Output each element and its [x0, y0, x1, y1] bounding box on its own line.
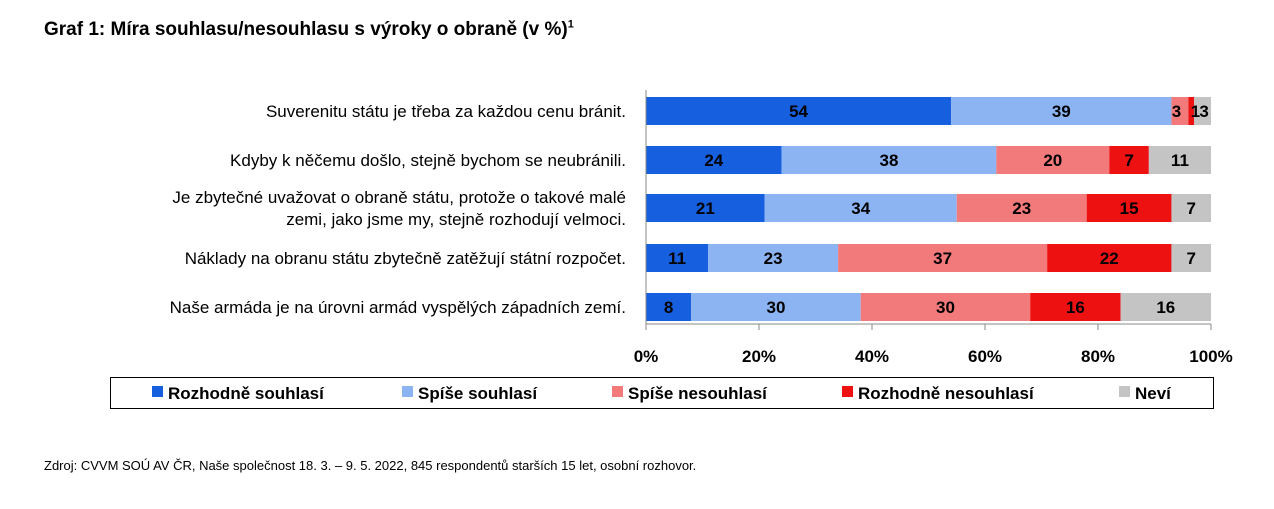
- data-label: 39: [1052, 102, 1071, 121]
- bar-segment: [691, 293, 861, 321]
- data-label: 7: [1186, 199, 1195, 218]
- category-label: Suverenitu státu je třeba za každou cenu…: [266, 102, 626, 121]
- bar-segment: [1171, 244, 1211, 272]
- bar-segment: [1171, 97, 1189, 125]
- x-tick-label: 20%: [742, 347, 776, 366]
- bar-segment: [1030, 293, 1121, 321]
- legend-swatch: [402, 386, 413, 397]
- legend-label: Neví: [1135, 384, 1172, 403]
- bar-segment: [1188, 97, 1195, 125]
- legend-swatch: [842, 386, 853, 397]
- data-label: 15: [1120, 199, 1139, 218]
- bar-segment: [1194, 97, 1211, 125]
- data-label: 54: [789, 102, 808, 121]
- bar-segment: [1120, 293, 1211, 321]
- data-label: 30: [766, 298, 785, 317]
- data-label: 3: [1199, 102, 1208, 121]
- legend-swatch: [612, 386, 623, 397]
- bar-segment: [1171, 194, 1211, 222]
- data-label: 11: [668, 249, 686, 268]
- bar-segment: [951, 97, 1172, 125]
- category-label: Naše armáda je na úrovni armád vyspělých…: [170, 298, 626, 317]
- data-label: 30: [936, 298, 955, 317]
- bar-segment: [1109, 146, 1149, 174]
- bar-segment: [646, 244, 709, 272]
- data-label: 7: [1124, 151, 1133, 170]
- data-label: 37: [933, 249, 952, 268]
- source-note: Zdroj: CVVM SOÚ AV ČR, Naše společnost 1…: [44, 458, 697, 473]
- bar-segment: [1047, 244, 1172, 272]
- data-label: 16: [1066, 298, 1085, 317]
- legend-label: Spíše nesouhlasí: [628, 384, 768, 403]
- data-label: 21: [696, 199, 715, 218]
- x-tick-label: 60%: [968, 347, 1002, 366]
- x-tick-label: 80%: [1081, 347, 1115, 366]
- bar-segment: [646, 293, 692, 321]
- bar-segment: [838, 244, 1048, 272]
- category-label: zemi, jako jsme my, stejně rozhodují vel…: [286, 210, 626, 229]
- x-tick-label: 100%: [1189, 347, 1232, 366]
- legend-swatch: [152, 386, 163, 397]
- data-label: 22: [1100, 249, 1119, 268]
- legend-label: Rozhodně souhlasí: [168, 384, 325, 403]
- data-label: 23: [1012, 199, 1031, 218]
- data-label: 11: [1171, 151, 1189, 170]
- data-label: 24: [704, 151, 723, 170]
- bar-segment: [646, 146, 782, 174]
- x-tick-label: 0%: [634, 347, 659, 366]
- bar-segment: [1148, 146, 1211, 174]
- x-tick-label: 40%: [855, 347, 889, 366]
- category-label: Náklady na obranu státu zbytečně zatěžuj…: [185, 249, 626, 268]
- data-label: 7: [1186, 249, 1195, 268]
- legend-box: [110, 377, 1214, 409]
- bar-segment: [781, 146, 997, 174]
- category-label: Je zbytečné uvažovat o obraně státu, pro…: [172, 188, 626, 207]
- bar-segment: [764, 194, 957, 222]
- bar-segment: [646, 97, 952, 125]
- data-label: 23: [764, 249, 783, 268]
- bar-segment: [996, 146, 1110, 174]
- data-label: 8: [664, 298, 673, 317]
- bar-segment: [646, 194, 765, 222]
- bar-segment: [708, 244, 839, 272]
- data-label: 38: [879, 151, 898, 170]
- legend-label: Rozhodně nesouhlasí: [858, 384, 1035, 403]
- legend-label: Spíše souhlasí: [418, 384, 538, 403]
- chart-title: Graf 1: Míra souhlasu/nesouhlasu s výrok…: [44, 18, 574, 40]
- data-label: 34: [851, 199, 870, 218]
- data-label: 16: [1156, 298, 1175, 317]
- bar-segment: [1086, 194, 1172, 222]
- category-label: Kdyby k něčemu došlo, stejně bychom se n…: [230, 151, 626, 170]
- data-label: 3: [1172, 102, 1181, 121]
- bar-segment: [956, 194, 1087, 222]
- data-label: 20: [1043, 151, 1062, 170]
- data-label: 1: [1191, 102, 1200, 121]
- legend-swatch: [1119, 386, 1130, 397]
- bar-segment: [860, 293, 1031, 321]
